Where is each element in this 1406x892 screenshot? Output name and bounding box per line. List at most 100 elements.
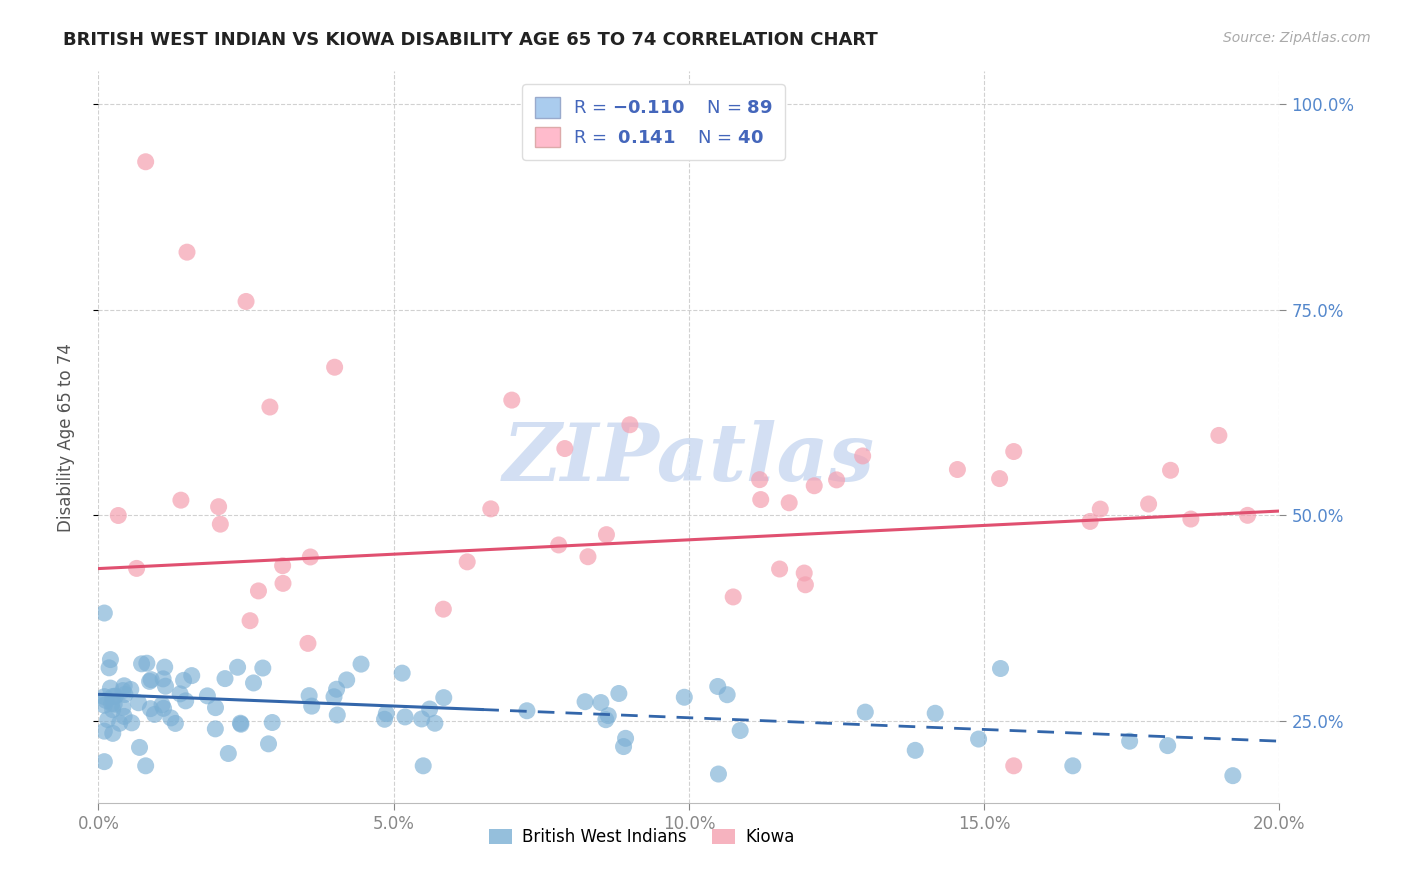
Point	[852, 449, 875, 463]
Point	[298, 689, 321, 703]
Point	[1002, 759, 1025, 773]
Point	[100, 681, 122, 695]
Point	[326, 708, 349, 723]
Point	[204, 722, 226, 736]
Point	[252, 661, 274, 675]
Point	[93, 606, 115, 620]
Point	[301, 699, 323, 714]
Point	[479, 501, 502, 516]
Point	[165, 716, 187, 731]
Point	[152, 672, 174, 686]
Point	[323, 690, 346, 704]
Point	[135, 759, 157, 773]
Point	[432, 602, 454, 616]
Point	[128, 696, 150, 710]
Point	[98, 661, 121, 675]
Point	[946, 462, 969, 476]
Point	[111, 700, 134, 714]
Point	[101, 703, 124, 717]
Point	[748, 473, 770, 487]
Point	[104, 689, 127, 703]
Point	[554, 442, 576, 456]
Point	[904, 743, 927, 757]
Point	[612, 739, 634, 754]
Point	[598, 708, 620, 723]
Point	[423, 716, 446, 731]
Point	[100, 652, 122, 666]
Point	[229, 717, 252, 731]
Point	[108, 716, 131, 731]
Point	[1002, 444, 1025, 458]
Point	[1062, 759, 1084, 773]
Point	[159, 711, 181, 725]
Point	[419, 702, 441, 716]
Point	[100, 697, 122, 711]
Point	[707, 767, 730, 781]
Point	[155, 679, 177, 693]
Point	[967, 732, 990, 747]
Point	[768, 562, 790, 576]
Point	[394, 710, 416, 724]
Point	[336, 673, 359, 687]
Point	[325, 682, 347, 697]
Point	[180, 668, 202, 682]
Point	[103, 697, 125, 711]
Point	[825, 473, 848, 487]
Point	[589, 696, 612, 710]
Point	[262, 715, 284, 730]
Legend: British West Indians, Kiowa: British West Indians, Kiowa	[482, 822, 801, 853]
Point	[853, 705, 876, 719]
Point	[516, 704, 538, 718]
Text: BRITISH WEST INDIAN VS KIOWA DISABILITY AGE 65 TO 74 CORRELATION CHART: BRITISH WEST INDIAN VS KIOWA DISABILITY …	[63, 31, 877, 49]
Point	[412, 759, 434, 773]
Point	[176, 245, 198, 260]
Point	[595, 713, 617, 727]
Point	[924, 706, 946, 721]
Point	[139, 701, 162, 715]
Point	[101, 690, 124, 704]
Point	[547, 538, 569, 552]
Point	[375, 706, 398, 721]
Point	[374, 712, 396, 726]
Point	[988, 472, 1011, 486]
Point	[1208, 428, 1230, 442]
Point	[247, 583, 270, 598]
Point	[350, 657, 373, 672]
Point	[153, 660, 176, 674]
Point	[114, 688, 136, 702]
Point	[111, 683, 134, 698]
Point	[456, 555, 478, 569]
Point	[101, 726, 124, 740]
Point	[112, 679, 135, 693]
Point	[229, 716, 252, 731]
Point	[271, 576, 294, 591]
Point	[990, 661, 1012, 675]
Point	[174, 694, 197, 708]
Point	[152, 701, 174, 715]
Point	[595, 527, 617, 541]
Point	[135, 657, 157, 671]
Point	[150, 698, 173, 712]
Point	[614, 731, 637, 746]
Text: Source: ZipAtlas.com: Source: ZipAtlas.com	[1223, 31, 1371, 45]
Point	[706, 680, 728, 694]
Point	[226, 660, 249, 674]
Point	[214, 672, 236, 686]
Point	[1078, 515, 1101, 529]
Point	[574, 695, 596, 709]
Point	[120, 682, 142, 697]
Point	[135, 154, 157, 169]
Point	[501, 393, 523, 408]
Point	[323, 360, 346, 375]
Point	[803, 479, 825, 493]
Point	[125, 561, 148, 575]
Point	[257, 737, 280, 751]
Point	[107, 508, 129, 523]
Point	[576, 549, 599, 564]
Point	[299, 549, 322, 564]
Point	[411, 712, 433, 726]
Point	[433, 690, 456, 705]
Point	[1222, 769, 1244, 783]
Point	[197, 689, 219, 703]
Point	[271, 558, 294, 573]
